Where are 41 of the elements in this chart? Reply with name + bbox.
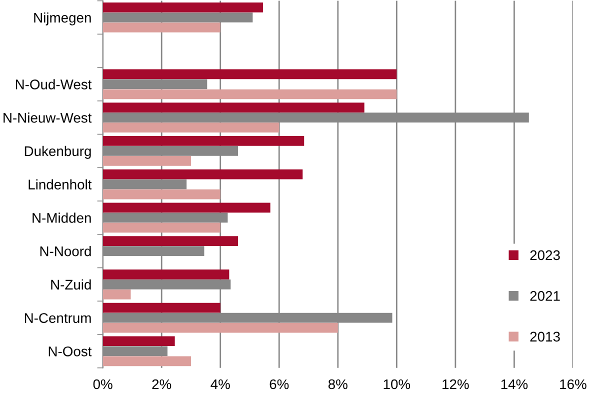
- legend-label: 2023: [530, 250, 560, 260]
- bar: [102, 169, 303, 180]
- bar: [102, 69, 397, 80]
- bar: [102, 189, 220, 200]
- bar: [102, 302, 220, 313]
- bar: [102, 156, 191, 166]
- x-tick-label: 14%: [501, 379, 528, 390]
- y-tick-label: N-Centrum: [24, 313, 91, 323]
- x-tick-label: 8%: [328, 379, 348, 390]
- y-tick-label: N-Nieuw-West: [4, 112, 92, 123]
- bar: [102, 336, 175, 346]
- bar: [102, 89, 397, 100]
- y-tick-label: Lindenholt: [28, 179, 92, 190]
- bar: [102, 2, 263, 12]
- legend-label: 2013: [530, 332, 560, 342]
- bar: [102, 356, 191, 366]
- y-tick-label: Dukenburg: [24, 146, 91, 159]
- y-tick-label: N-Zuid: [51, 279, 91, 290]
- bar: [102, 222, 220, 233]
- bar: [102, 270, 230, 280]
- y-tick-label: N-Oud-West: [16, 79, 92, 90]
- x-tick-label: 6%: [270, 379, 289, 390]
- x-tick-label: 10%: [384, 379, 410, 390]
- x-tick-label: 0%: [93, 379, 112, 390]
- bar: [102, 290, 131, 300]
- y-tick-label: Nijmegen: [34, 12, 91, 26]
- x-tick-label: 16%: [560, 379, 586, 390]
- x-tick-label: 12%: [442, 379, 469, 390]
- y-tick-label: N-Oost: [48, 346, 92, 356]
- x-tick-label: 4%: [210, 379, 230, 390]
- bar: [102, 322, 338, 333]
- bar: [102, 236, 238, 246]
- bar: [102, 102, 364, 112]
- y-tick-label: N-Midden: [32, 212, 91, 223]
- bar: [102, 22, 220, 32]
- bar: [102, 202, 270, 213]
- x-tick-label: 2%: [152, 379, 172, 390]
- bar: [102, 122, 280, 132]
- y-tick-label: N-Noord: [40, 246, 91, 256]
- legend-label: 2021: [530, 291, 560, 301]
- bar: [102, 136, 304, 146]
